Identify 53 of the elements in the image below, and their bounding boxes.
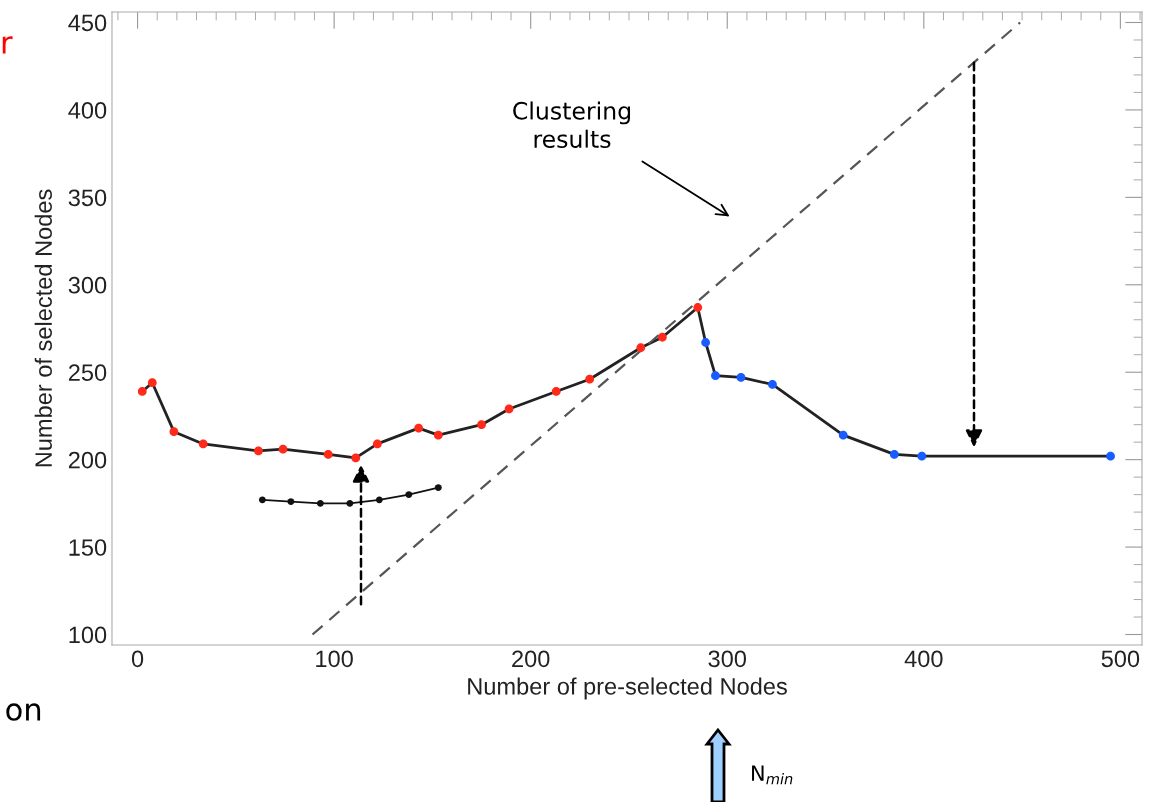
point xyxy=(351,453,361,463)
text: on xyxy=(6,703,41,721)
y-tick-label: 200 xyxy=(68,451,107,469)
point xyxy=(1106,451,1115,461)
y-tick-label: 350 xyxy=(68,189,107,207)
y-tick-label: 300 xyxy=(68,276,107,294)
annotation: Clustering results xyxy=(513,101,631,148)
point xyxy=(657,332,667,342)
text: N$_{min}$ xyxy=(752,765,793,785)
text: r xyxy=(2,36,13,54)
x-axis-title: Number of pre-selected Nodes xyxy=(468,677,787,700)
point xyxy=(736,373,746,382)
point xyxy=(372,439,382,449)
point xyxy=(701,338,711,347)
point xyxy=(585,374,595,384)
point xyxy=(405,491,413,499)
x-tick-label: 200 xyxy=(512,650,550,668)
point xyxy=(711,371,720,381)
point xyxy=(889,450,899,459)
point xyxy=(551,387,561,396)
point xyxy=(636,343,646,353)
point xyxy=(504,404,514,414)
point xyxy=(258,496,266,504)
y-axis-title: Number of selected Nodes xyxy=(34,189,52,467)
point xyxy=(838,430,848,440)
point xyxy=(147,378,157,388)
point xyxy=(693,303,703,312)
point xyxy=(198,439,208,449)
y-tick-label: 400 xyxy=(68,101,107,119)
point xyxy=(917,451,927,461)
x-tick-label: 100 xyxy=(316,650,353,668)
point xyxy=(254,446,263,456)
point xyxy=(323,450,333,459)
point xyxy=(768,380,777,389)
x-tick-label: 500 xyxy=(1101,650,1140,668)
point xyxy=(433,430,443,440)
y-tick-label: 250 xyxy=(68,364,107,381)
point xyxy=(375,496,383,504)
y-tick-label: 450 xyxy=(68,14,107,32)
point xyxy=(434,484,442,492)
point xyxy=(346,499,354,507)
x-tick-label: 400 xyxy=(904,650,943,668)
point xyxy=(278,444,288,454)
point xyxy=(137,387,147,396)
x-tick-label: 300 xyxy=(708,650,747,668)
point xyxy=(477,420,486,430)
y-tick-label: 100 xyxy=(69,626,107,644)
point xyxy=(287,498,295,506)
point xyxy=(169,427,179,437)
x-tick-label: 0 xyxy=(131,650,144,668)
y-tick-label: 150 xyxy=(69,539,107,556)
point xyxy=(414,423,424,433)
point xyxy=(316,499,324,507)
